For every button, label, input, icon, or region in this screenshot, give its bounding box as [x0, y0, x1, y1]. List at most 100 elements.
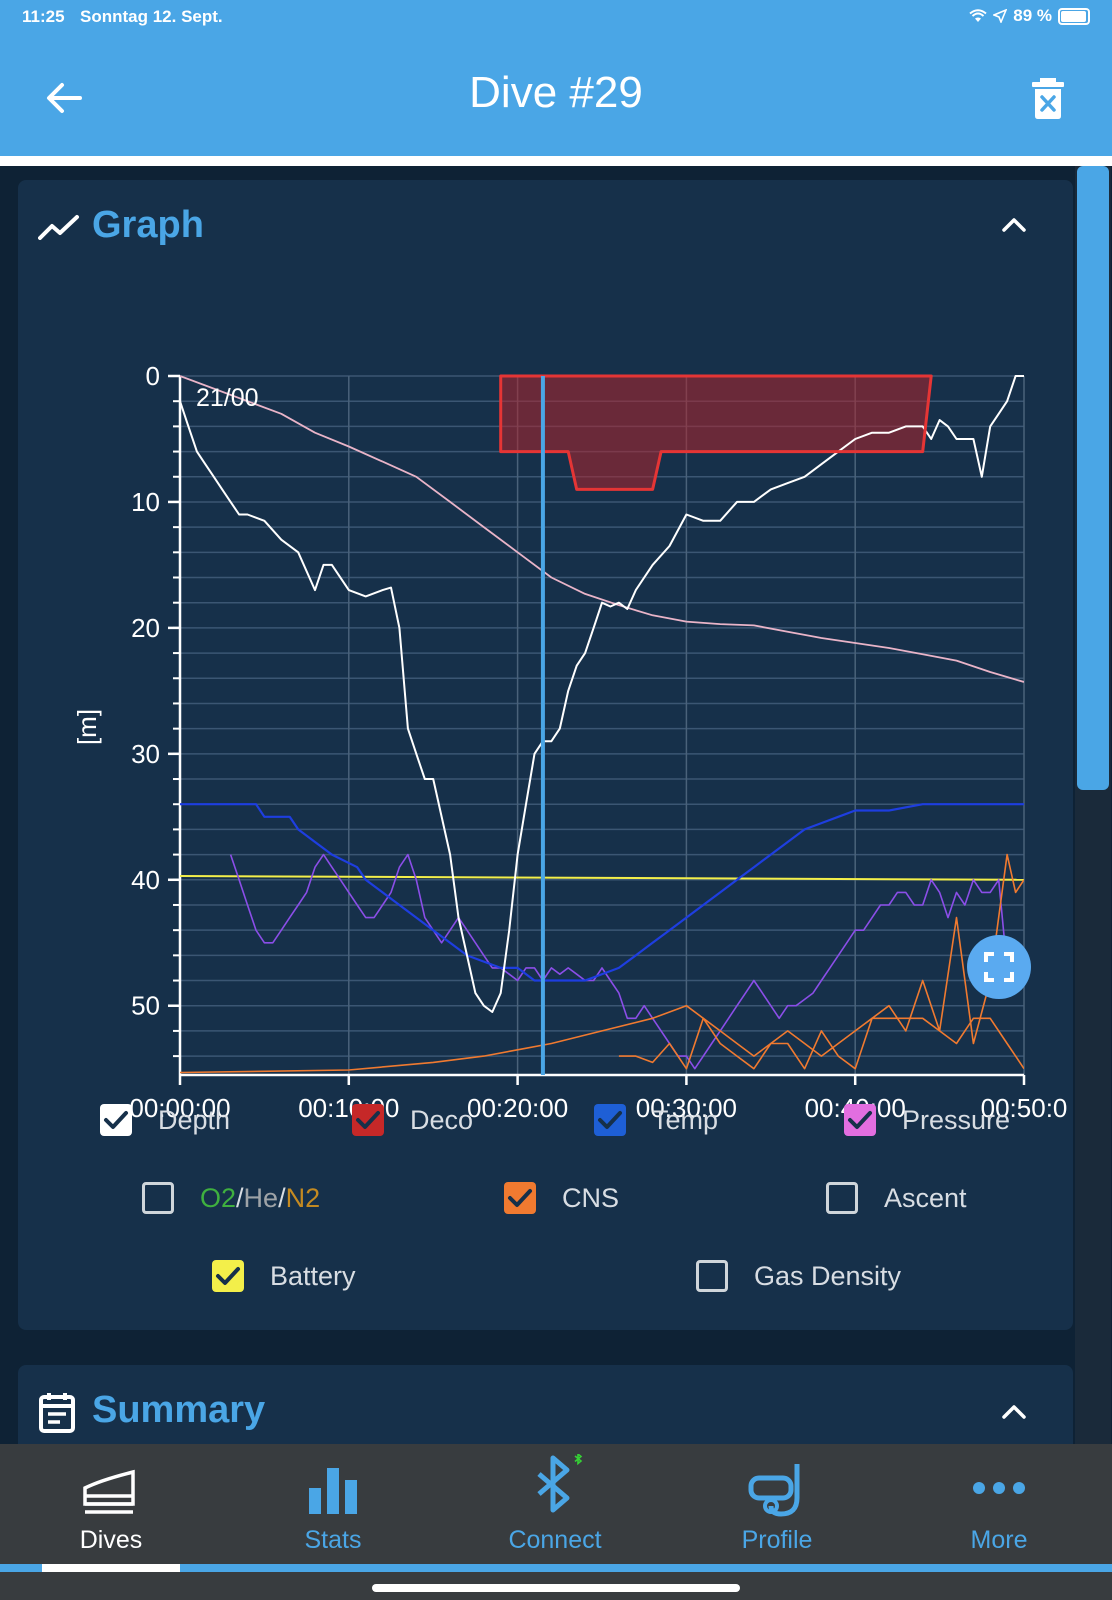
- y-tick-label: 30: [131, 739, 160, 769]
- data-point: [585, 980, 586, 981]
- fullscreen-button[interactable]: [967, 935, 1031, 999]
- data-point: [433, 778, 434, 779]
- data-point: [956, 438, 957, 439]
- status-date: Sonntag 12. Sept.: [80, 7, 223, 26]
- data-point: [804, 1043, 805, 1044]
- legend-o2-he-n2[interactable]: O2/He/N2: [142, 1182, 320, 1214]
- data-point: [1015, 375, 1016, 376]
- tab-dives[interactable]: Dives: [0, 1444, 222, 1564]
- data-point: [787, 841, 788, 842]
- data-point: [703, 1056, 704, 1057]
- legend-label-part: He: [243, 1182, 279, 1213]
- data-point: [399, 904, 400, 905]
- data-point: [500, 451, 501, 452]
- data-point: [230, 854, 231, 855]
- dive-profile-chart[interactable]: 00:00:0000:10:0000:20:0000:30:0000:40:00…: [18, 262, 1073, 1142]
- data-point: [956, 917, 957, 918]
- data-point: [247, 904, 248, 905]
- checkbox[interactable]: [594, 1104, 626, 1136]
- collapse-chevron-icon[interactable]: [1000, 214, 1028, 234]
- data-point: [298, 552, 299, 553]
- more-icon: [973, 1482, 1025, 1494]
- summary-card: Summary: [18, 1365, 1073, 1444]
- data-point: [348, 1069, 349, 1070]
- data-point: [407, 728, 408, 729]
- data-point: [644, 1005, 645, 1006]
- tab-profile[interactable]: Profile: [666, 1444, 888, 1564]
- back-arrow-icon[interactable]: [44, 78, 84, 118]
- legend-label: Temp: [652, 1104, 719, 1135]
- checkbox[interactable]: [142, 1182, 174, 1214]
- data-point: [939, 1030, 940, 1031]
- checkbox[interactable]: [826, 1182, 858, 1214]
- data-point: [205, 464, 206, 465]
- x-tick-label: 00:30:00: [636, 1093, 737, 1123]
- legend-pressure[interactable]: Pressure: [844, 1104, 1010, 1136]
- battery-percent: 89 %: [1013, 6, 1052, 25]
- data-point: [466, 955, 467, 956]
- legend-label-part: /: [278, 1182, 286, 1213]
- delete-icon[interactable]: [1030, 76, 1066, 120]
- data-point: [517, 967, 518, 968]
- dives-icon: [83, 1469, 135, 1514]
- legend-deco[interactable]: Deco: [352, 1104, 473, 1136]
- app-header: Dive #29: [0, 32, 1112, 156]
- data-point: [888, 904, 889, 905]
- checkbox[interactable]: [212, 1260, 244, 1292]
- data-point: [230, 501, 231, 502]
- legend-label-part: N2: [285, 1182, 321, 1213]
- checkmark-icon: [104, 1111, 128, 1129]
- legend-gas-density[interactable]: Gas Density: [696, 1260, 901, 1292]
- checkbox[interactable]: [504, 1182, 536, 1214]
- tab-stats[interactable]: Stats: [222, 1444, 444, 1564]
- data-point: [365, 879, 366, 880]
- data-point: [618, 602, 619, 603]
- tab-more[interactable]: More: [888, 1444, 1110, 1564]
- data-point: [973, 438, 974, 439]
- data-point: [222, 489, 223, 490]
- data-point: [399, 867, 400, 868]
- data-point: [331, 564, 332, 565]
- data-point: [314, 590, 315, 591]
- legend-depth[interactable]: Depth: [100, 1104, 230, 1136]
- data-point: [348, 446, 349, 447]
- data-point: [568, 690, 569, 691]
- data-point: [855, 1068, 856, 1069]
- checkbox[interactable]: [100, 1104, 132, 1136]
- x-tick-label: 00:20:00: [467, 1093, 568, 1123]
- legend-cns[interactable]: CNS: [504, 1182, 619, 1214]
- tab-connect[interactable]: Connect: [444, 1444, 666, 1564]
- data-point: [517, 1049, 518, 1050]
- data-point: [736, 1043, 737, 1044]
- data-point: [804, 999, 805, 1000]
- data-point: [686, 621, 687, 622]
- data-point: [298, 829, 299, 830]
- scrollbar-thumb[interactable]: [1077, 166, 1109, 790]
- legend-temp[interactable]: Temp: [594, 1104, 718, 1136]
- data-point: [922, 904, 923, 905]
- checkbox[interactable]: [844, 1104, 876, 1136]
- data-point: [449, 501, 450, 502]
- scrollbar[interactable]: [1075, 166, 1111, 1444]
- collapse-chevron-icon[interactable]: [1000, 1401, 1028, 1421]
- data-point: [736, 501, 737, 502]
- data-point: [855, 438, 856, 439]
- data-point: [551, 1043, 552, 1044]
- checkbox[interactable]: [352, 1104, 384, 1136]
- legend-label-part: /: [236, 1182, 244, 1213]
- data-point: [753, 625, 754, 626]
- data-point: [576, 974, 577, 975]
- data-point: [669, 930, 670, 931]
- data-point: [247, 514, 248, 515]
- data-point: [585, 652, 586, 653]
- legend-ascent[interactable]: Ascent: [826, 1182, 967, 1214]
- data-point: [812, 993, 813, 994]
- dive-detail-content[interactable]: Graph 00:00:00 00:10:00 00:20:00 00:30:00 00…: [0, 166, 1112, 1444]
- data-point: [804, 1068, 805, 1069]
- data-point: [888, 1018, 889, 1019]
- checkbox[interactable]: [696, 1260, 728, 1292]
- tab-label-dives: Dives: [79, 1526, 143, 1554]
- checkmark-icon: [598, 1111, 622, 1129]
- data-point: [897, 892, 898, 893]
- legend-battery[interactable]: Battery: [212, 1260, 356, 1292]
